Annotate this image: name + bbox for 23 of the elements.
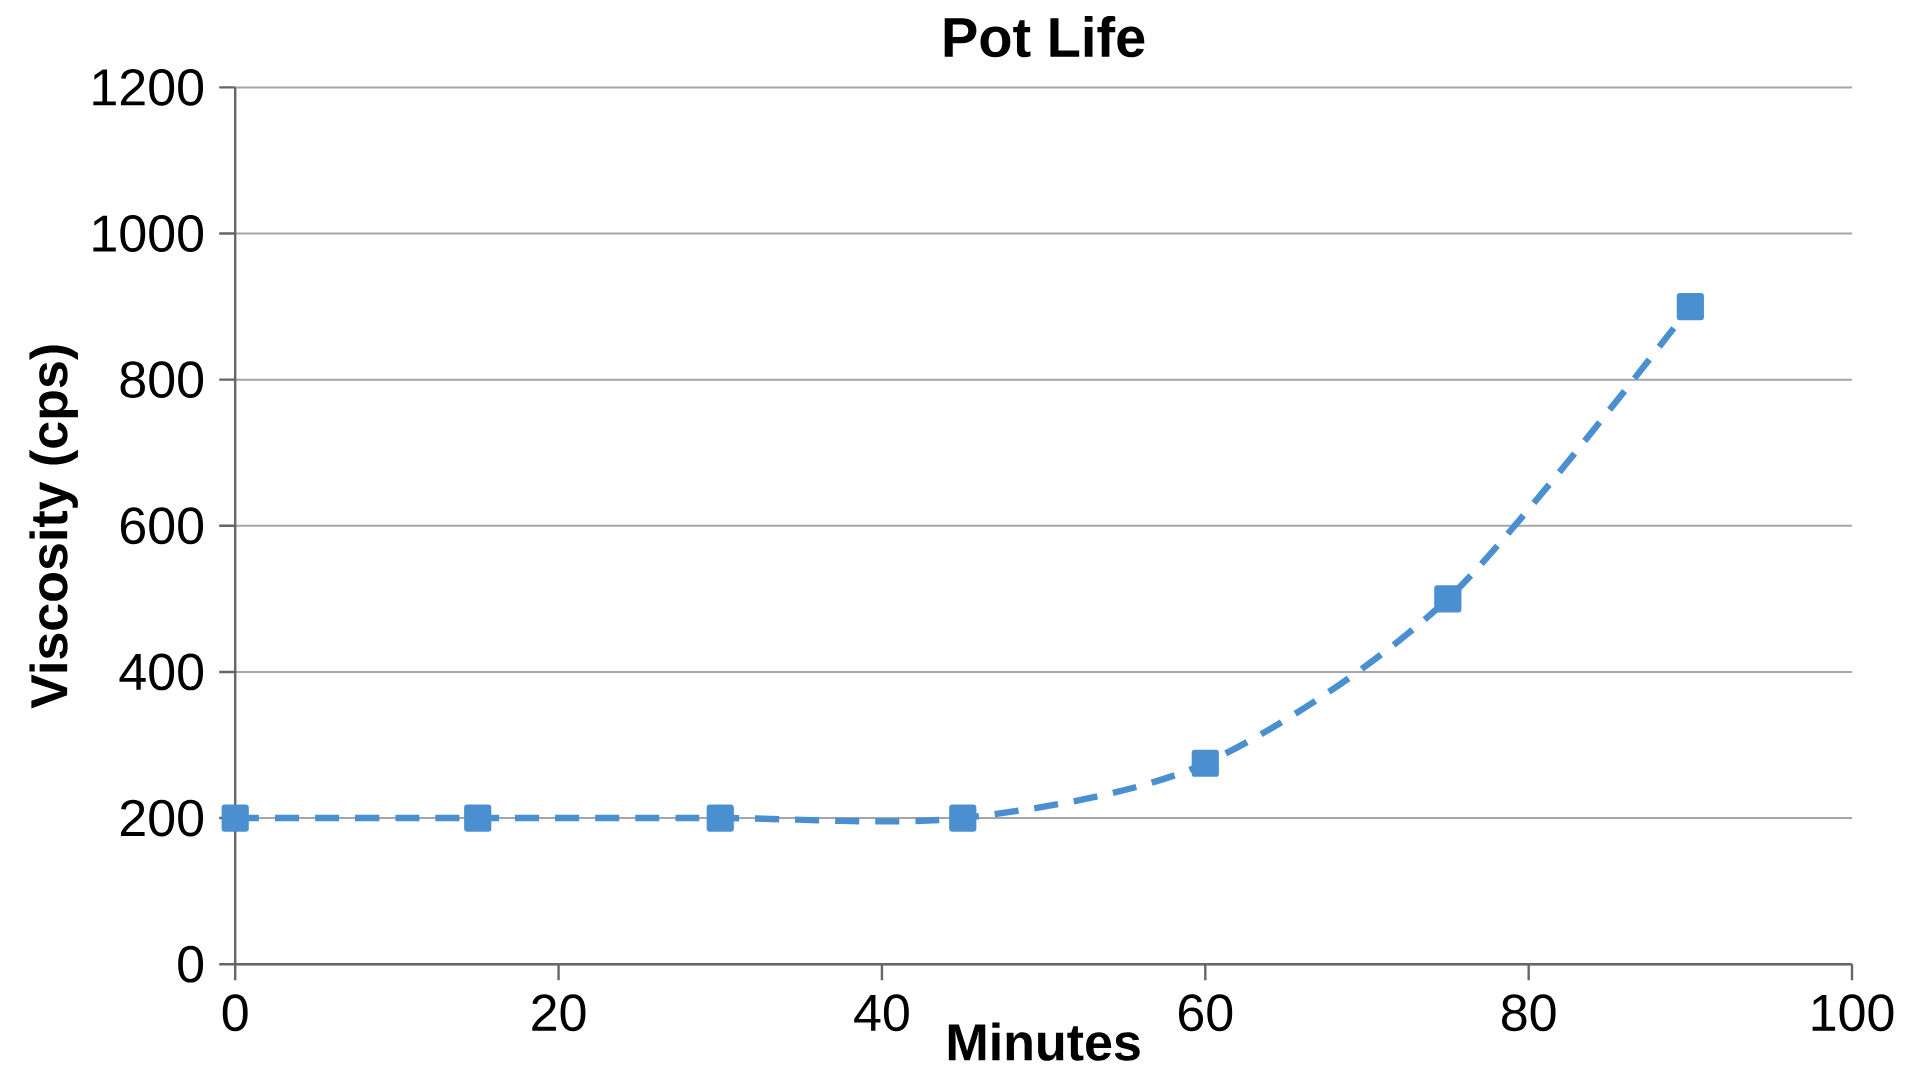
y-tick-label: 1000 — [93, 215, 204, 252]
x-tick-label: 0 — [222, 994, 248, 1032]
point — [1191, 749, 1219, 777]
y-tick-label: 200 — [120, 799, 204, 837]
y-axis-title: Viscosity (cps) — [29, 345, 78, 709]
x-tick-label: 40 — [854, 994, 909, 1032]
point — [949, 804, 977, 832]
x-tick-label: 100 — [1812, 994, 1894, 1032]
point — [464, 804, 492, 832]
x-tick-label: 60 — [1179, 994, 1233, 1032]
point — [706, 804, 734, 832]
point — [1676, 292, 1704, 321]
point — [1434, 585, 1462, 613]
y-tick-label: 0 — [178, 945, 204, 983]
y-tick-label: 400 — [119, 653, 204, 691]
x-tick-label: 80 — [1502, 994, 1556, 1032]
chart-title: Pot Life — [944, 16, 1145, 58]
y-tick-label: 800 — [120, 361, 204, 399]
x-axis-title: Minutes — [948, 1022, 1140, 1061]
y-tick-label: 600 — [120, 507, 204, 545]
point — [221, 804, 249, 832]
x-tick-label: 20 — [532, 994, 586, 1032]
y-tick-label: 1200 — [93, 68, 204, 106]
